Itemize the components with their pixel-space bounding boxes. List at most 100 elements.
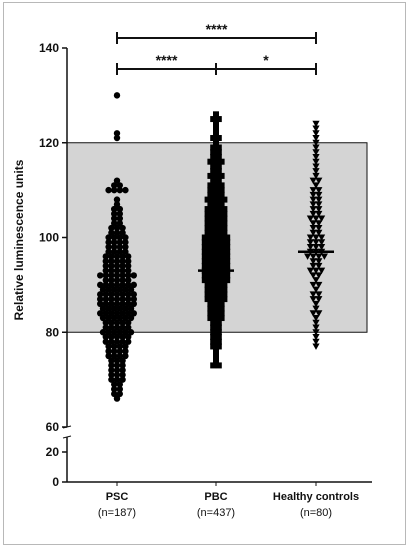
- data-point-circle: [108, 319, 115, 326]
- data-point-triangle-down: [312, 338, 320, 346]
- data-point-square: [221, 296, 228, 303]
- data-point-square: [218, 201, 225, 208]
- data-point-circle: [105, 239, 112, 246]
- data-point-circle: [108, 366, 115, 374]
- data-point-circle: [105, 314, 112, 322]
- data-point-circle: [119, 362, 126, 369]
- data-point-triangle-down: [318, 243, 326, 251]
- data-point-square: [210, 196, 217, 203]
- data-point-circle: [116, 385, 124, 393]
- data-point-circle: [113, 229, 121, 236]
- data-point-circle: [130, 291, 137, 298]
- data-point-circle: [105, 348, 112, 355]
- data-point-triangle-down: [315, 310, 323, 317]
- data-point-triangle-down: [320, 253, 328, 260]
- data-point-circle: [111, 314, 118, 322]
- data-point-square: [218, 234, 225, 241]
- data-point-circle: [111, 205, 118, 213]
- data-point-square: [218, 158, 225, 165]
- data-point-square: [218, 253, 225, 260]
- data-point-triangle-down: [309, 291, 317, 298]
- data-point-circle: [119, 310, 126, 317]
- data-point-square: [207, 182, 214, 189]
- data-point-circle: [111, 348, 118, 355]
- data-point-square: [210, 281, 217, 288]
- data-point-triangle-down: [312, 343, 320, 350]
- data-point-triangle-down: [306, 215, 314, 222]
- data-point-circle: [122, 186, 129, 194]
- data-point-triangle-down: [318, 239, 326, 246]
- data-point-square: [204, 296, 211, 303]
- data-point-circle: [122, 239, 129, 246]
- data-point-square: [210, 324, 217, 331]
- data-point-square: [213, 248, 219, 255]
- data-point-circle: [113, 362, 121, 369]
- data-point-square: [215, 229, 222, 236]
- data-point-circle: [97, 310, 104, 317]
- data-point-square: [215, 153, 222, 160]
- data-point-square: [221, 286, 228, 293]
- data-point-square: [215, 324, 222, 331]
- data-point-triangle-down: [312, 215, 320, 222]
- data-point-square: [210, 215, 217, 222]
- data-point-square: [210, 286, 217, 293]
- data-point-square: [215, 225, 222, 232]
- data-point-triangle-down: [309, 210, 317, 218]
- data-point-square: [213, 243, 219, 250]
- data-point-circle: [125, 310, 132, 317]
- data-point-square: [215, 362, 222, 369]
- data-point-circle: [113, 253, 121, 260]
- data-point-circle: [116, 243, 124, 251]
- data-point-circle: [125, 338, 132, 345]
- data-point-square: [207, 243, 214, 250]
- data-point-square: [210, 153, 217, 160]
- data-point-square: [218, 172, 225, 179]
- data-point-square: [215, 168, 222, 175]
- data-point-square: [215, 163, 222, 170]
- data-point-circle: [102, 324, 110, 331]
- data-point-square: [215, 144, 222, 151]
- data-point-square: [201, 243, 208, 250]
- data-point-circle: [125, 333, 132, 341]
- category-label: Healthy controls: [273, 491, 359, 503]
- data-point-square: [207, 158, 214, 165]
- data-point-triangle-down: [315, 291, 323, 298]
- data-point-circle: [125, 319, 132, 326]
- data-point-square: [215, 116, 222, 123]
- data-point-square: [210, 116, 217, 123]
- data-point-square: [207, 239, 214, 246]
- sample-size-label: (n=437): [197, 507, 235, 519]
- data-point-square: [213, 172, 219, 179]
- data-point-square: [218, 248, 225, 255]
- data-point-circle: [102, 310, 110, 317]
- data-point-circle: [116, 381, 124, 388]
- data-point-square: [210, 229, 217, 236]
- sample-size-label: (n=187): [98, 507, 136, 519]
- data-point-square: [213, 300, 219, 307]
- data-point-triangle-down: [315, 187, 323, 194]
- data-point-square: [213, 310, 219, 317]
- data-point-square: [215, 338, 222, 345]
- data-point-circle: [108, 262, 115, 270]
- category-label: PBC: [204, 491, 227, 503]
- data-point-circle: [119, 333, 126, 341]
- data-point-triangle-down: [309, 310, 317, 317]
- data-point-circle: [119, 276, 126, 284]
- data-point-square: [221, 210, 228, 217]
- data-point-square: [210, 206, 217, 213]
- data-point-circle: [119, 272, 126, 279]
- data-point-circle: [102, 262, 110, 270]
- data-point-triangle-down: [309, 296, 317, 303]
- data-point-square: [213, 130, 219, 137]
- data-point-square: [215, 135, 222, 142]
- data-point-square: [221, 196, 228, 203]
- data-point-circle: [108, 253, 115, 260]
- data-point-circle: [116, 182, 124, 189]
- data-point-circle: [108, 281, 115, 289]
- data-point-square: [215, 329, 222, 336]
- data-point-triangle-down: [312, 305, 320, 312]
- data-point-circle: [97, 300, 104, 308]
- data-point-square: [221, 229, 228, 236]
- data-point-circle: [111, 305, 118, 312]
- data-point-circle: [125, 291, 132, 298]
